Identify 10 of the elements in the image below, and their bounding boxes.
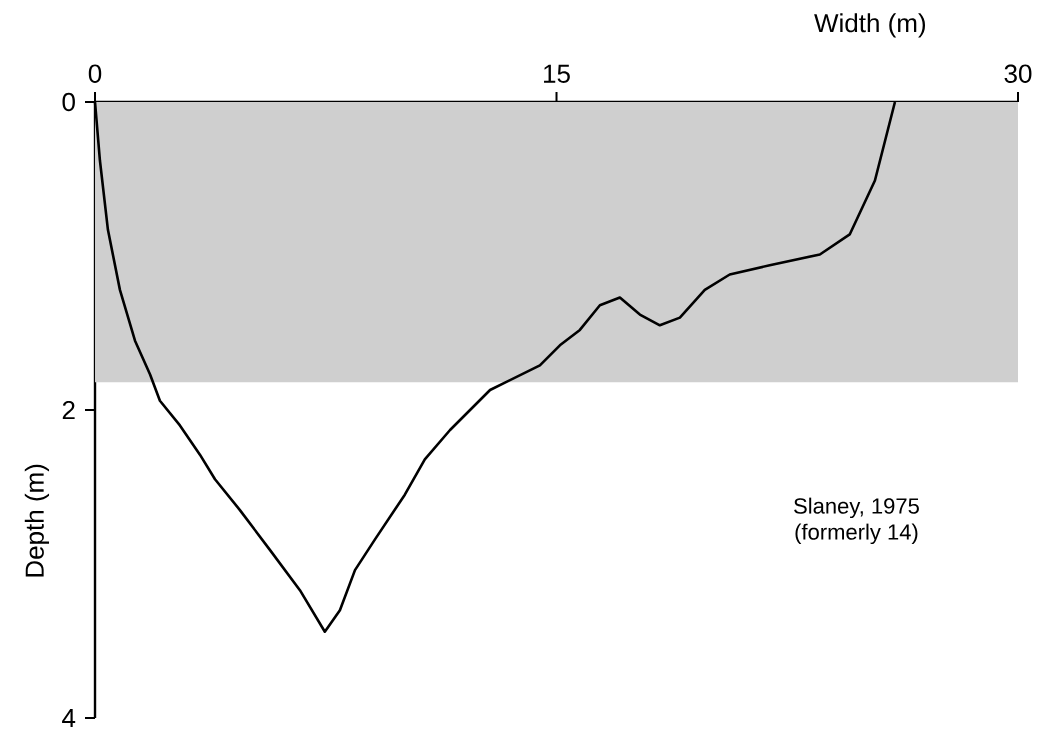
x-axis-title: Width (m) — [814, 13, 926, 38]
y-tick-label: 4 — [62, 709, 76, 727]
annotation: (formerly 14) — [795, 523, 918, 545]
y-tick-label: 0 — [62, 92, 75, 112]
x-tick-label: 0 — [88, 64, 102, 83]
annotation: Slaney, 1975 — [794, 497, 919, 519]
x-tick-label: 30 — [1004, 64, 1032, 83]
x-tick-label: 15 — [544, 64, 570, 83]
y-tick-label: 2 — [62, 400, 75, 420]
y-axis-title: Depth (m) — [24, 464, 50, 577]
